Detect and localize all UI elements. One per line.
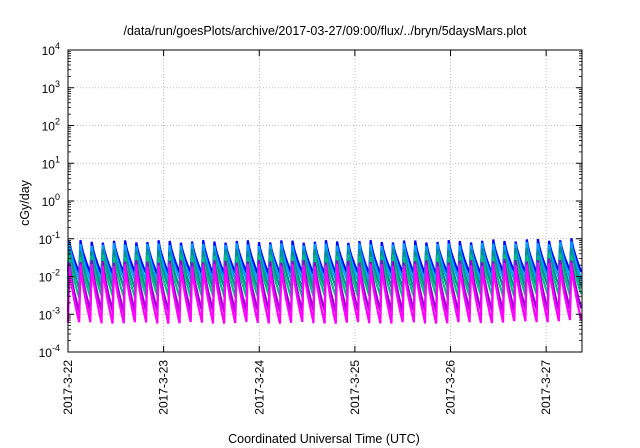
x-tick-label: 2017-3-23: [157, 360, 171, 415]
y-tick-label: 10-2: [39, 268, 60, 285]
y-tick-label: 10-3: [39, 305, 60, 322]
x-tick-label: 2017-3-22: [61, 360, 75, 415]
x-axis: 2017-3-22 2017-3-23 2017-3-24 2017-3-25 2017…: [61, 50, 553, 415]
y-tick-label: 10-4: [39, 343, 60, 360]
series-layer: [66, 238, 583, 324]
x-tick-label: 2017-3-27: [539, 360, 553, 415]
y-axis: 10-4 10-3 10-2 10-1 100 101 102 103 104: [39, 41, 582, 360]
grid: [68, 50, 582, 352]
y-tick-label: 101: [42, 154, 60, 171]
y-tick-label: 104: [42, 41, 60, 58]
x-axis-label: Coordinated Universal Time (UTC): [228, 432, 420, 446]
y-tick-label: 103: [42, 79, 60, 96]
chart-title: /data/run/goesPlots/archive/2017-03-27/0…: [123, 24, 527, 38]
series-line: [66, 262, 583, 324]
y-tick-label: 100: [42, 192, 60, 209]
x-tick-label: 2017-3-25: [348, 360, 362, 415]
y-tick-label: 102: [42, 117, 60, 134]
y-tick-label: 10-1: [39, 230, 60, 247]
x-tick-label: 2017-3-26: [444, 360, 458, 415]
x-tick-label: 2017-3-24: [252, 360, 266, 415]
y-axis-label: cGy/day: [18, 179, 32, 226]
